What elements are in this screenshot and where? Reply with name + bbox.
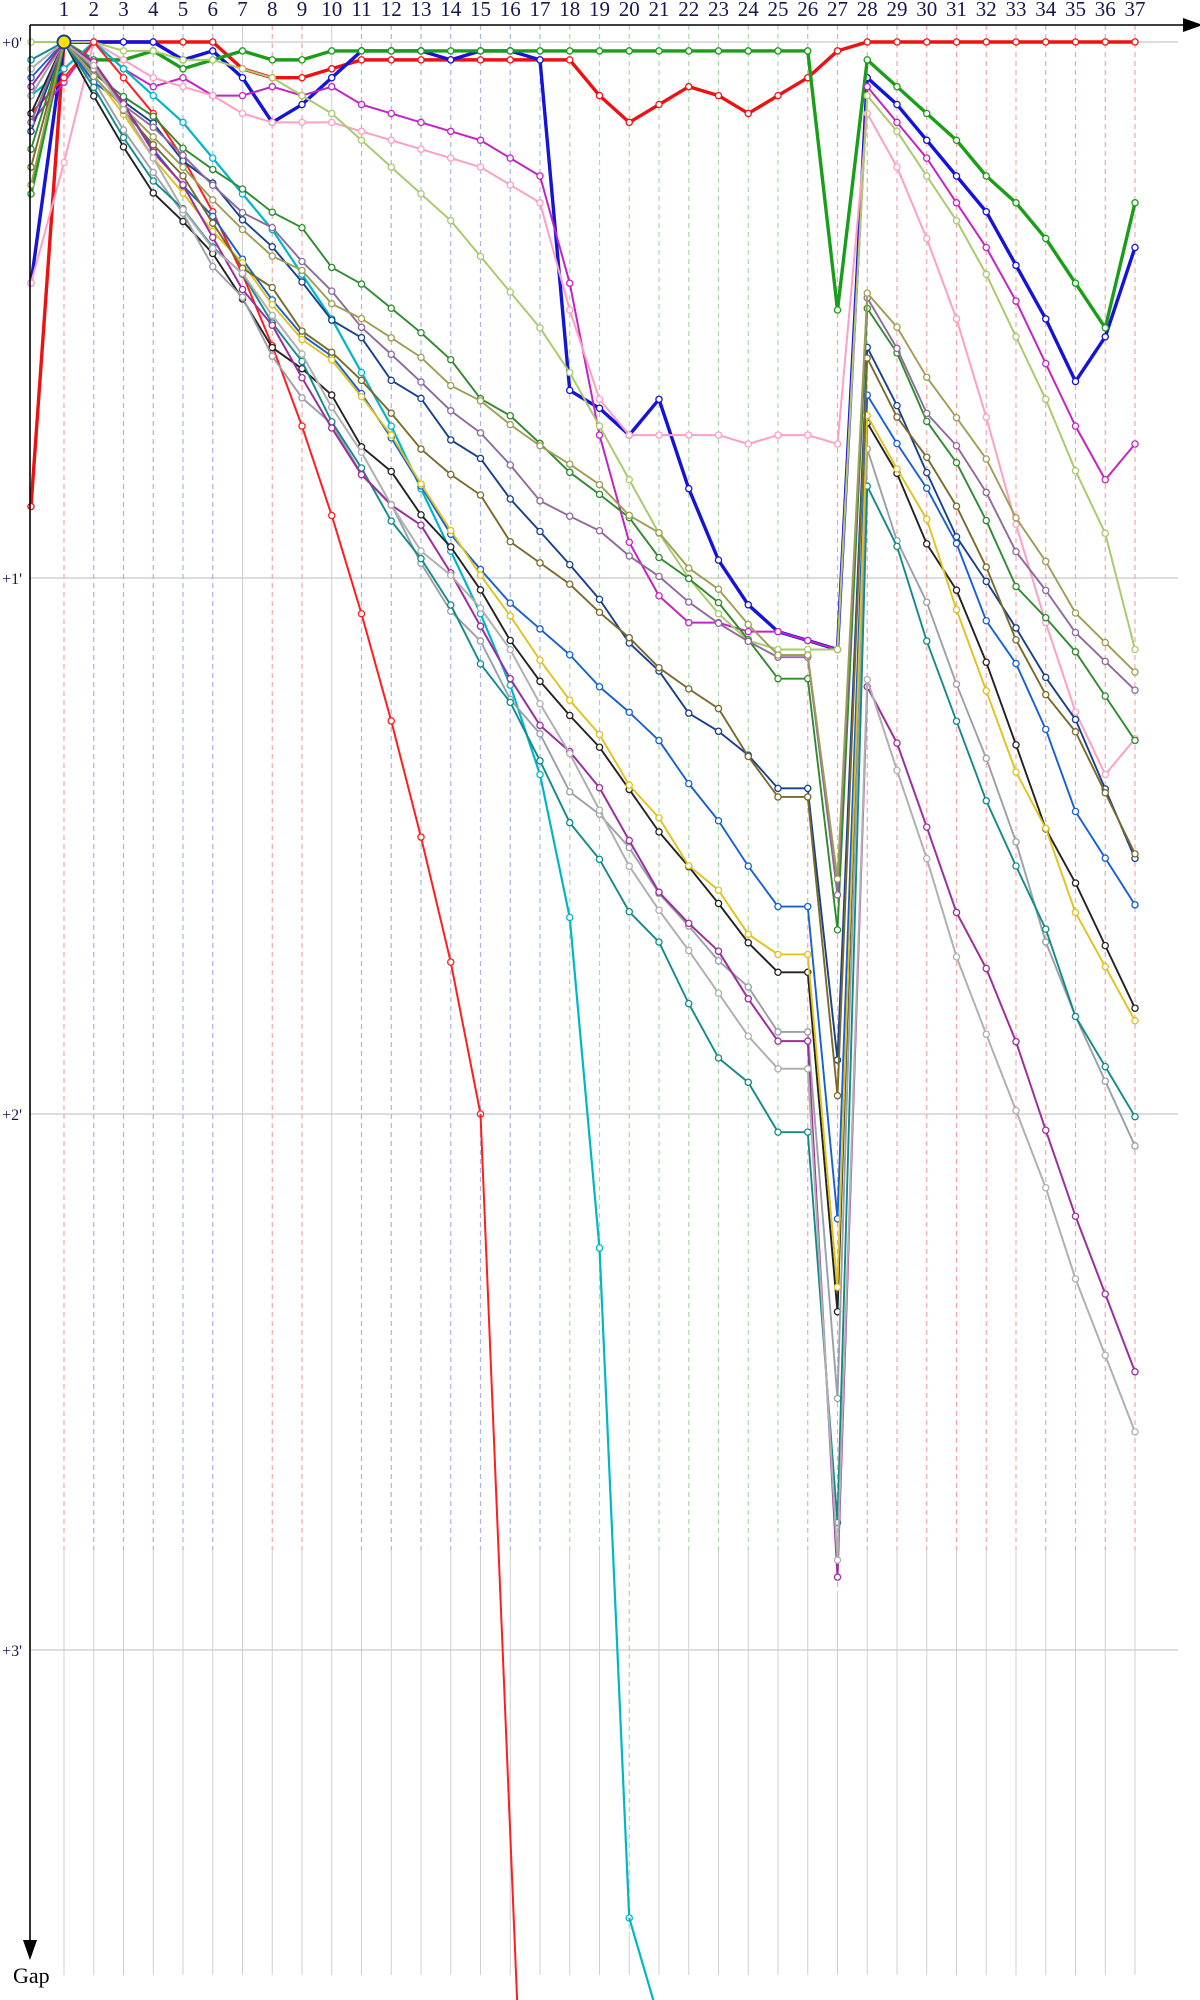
svg-text:15: 15: [470, 0, 491, 21]
svg-text:35: 35: [1065, 0, 1086, 21]
svg-text:+0': +0': [2, 35, 22, 52]
svg-text:13: 13: [411, 0, 432, 21]
svg-text:Gap: Gap: [13, 1963, 50, 1988]
svg-text:25: 25: [768, 0, 789, 21]
svg-text:+3': +3': [2, 1643, 22, 1660]
svg-text:7: 7: [237, 0, 248, 21]
svg-text:11: 11: [351, 0, 371, 21]
svg-text:21: 21: [649, 0, 670, 21]
svg-text:20: 20: [619, 0, 640, 21]
svg-text:27: 27: [827, 0, 848, 21]
svg-text:4: 4: [148, 0, 159, 21]
svg-text:37: 37: [1125, 0, 1146, 21]
svg-text:3: 3: [118, 0, 129, 21]
svg-text:14: 14: [440, 0, 462, 21]
svg-text:17: 17: [530, 0, 551, 21]
svg-text:26: 26: [797, 0, 818, 21]
svg-text:29: 29: [887, 0, 908, 21]
svg-text:30: 30: [916, 0, 937, 21]
svg-text:9: 9: [297, 0, 308, 21]
svg-text:36: 36: [1095, 0, 1116, 21]
svg-text:32: 32: [976, 0, 997, 21]
svg-text:22: 22: [678, 0, 699, 21]
svg-text:31: 31: [946, 0, 967, 21]
svg-text:19: 19: [589, 0, 610, 21]
svg-text:16: 16: [500, 0, 521, 21]
svg-text:24: 24: [738, 0, 760, 21]
svg-text:33: 33: [1006, 0, 1027, 21]
svg-text:1: 1: [59, 0, 70, 21]
svg-text:2: 2: [89, 0, 100, 21]
svg-text:12: 12: [381, 0, 402, 21]
svg-text:6: 6: [208, 0, 219, 21]
svg-text:+1': +1': [2, 571, 22, 588]
svg-text:+2': +2': [2, 1107, 22, 1124]
svg-text:10: 10: [321, 0, 342, 21]
svg-text:23: 23: [708, 0, 729, 21]
svg-text:5: 5: [178, 0, 189, 21]
svg-text:34: 34: [1035, 0, 1057, 21]
svg-text:8: 8: [267, 0, 278, 21]
svg-text:18: 18: [559, 0, 580, 21]
svg-text:28: 28: [857, 0, 878, 21]
